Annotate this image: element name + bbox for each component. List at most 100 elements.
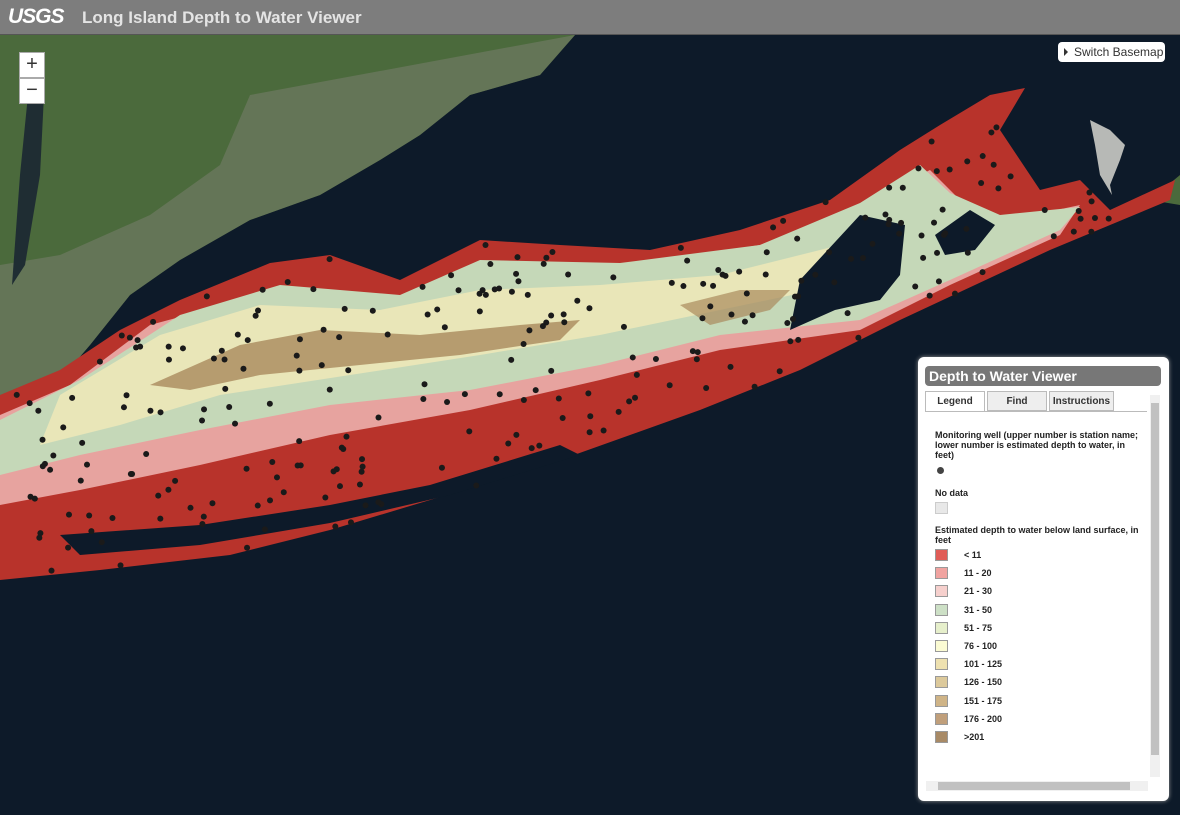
- well[interactable]: [200, 513, 207, 520]
- well[interactable]: [666, 382, 673, 389]
- well[interactable]: [419, 283, 426, 290]
- well[interactable]: [86, 512, 93, 519]
- well[interactable]: [780, 217, 787, 224]
- well[interactable]: [261, 526, 268, 533]
- well[interactable]: [356, 481, 363, 488]
- well[interactable]: [931, 219, 938, 226]
- well[interactable]: [117, 562, 124, 569]
- well[interactable]: [1088, 198, 1095, 205]
- well[interactable]: [831, 279, 838, 286]
- well[interactable]: [587, 413, 594, 420]
- well[interactable]: [273, 474, 280, 481]
- well[interactable]: [496, 391, 503, 398]
- well[interactable]: [795, 336, 802, 343]
- well[interactable]: [199, 417, 206, 424]
- well[interactable]: [939, 206, 946, 213]
- well[interactable]: [951, 290, 958, 297]
- well[interactable]: [942, 230, 949, 237]
- v-scrollbar[interactable]: [1150, 395, 1160, 777]
- well[interactable]: [226, 404, 233, 411]
- well[interactable]: [296, 336, 303, 343]
- well[interactable]: [1086, 189, 1093, 196]
- well[interactable]: [549, 248, 556, 255]
- well[interactable]: [1050, 233, 1057, 240]
- well[interactable]: [528, 445, 535, 452]
- zoom-out[interactable]: −: [19, 78, 45, 104]
- well[interactable]: [610, 274, 617, 281]
- well[interactable]: [326, 386, 333, 393]
- well[interactable]: [629, 354, 636, 361]
- well[interactable]: [347, 519, 354, 526]
- well[interactable]: [988, 129, 995, 136]
- well[interactable]: [441, 324, 448, 331]
- well[interactable]: [179, 345, 186, 352]
- well[interactable]: [770, 224, 777, 231]
- well[interactable]: [561, 319, 568, 326]
- well[interactable]: [333, 466, 340, 473]
- well[interactable]: [677, 244, 684, 251]
- well[interactable]: [946, 166, 953, 173]
- well[interactable]: [165, 486, 172, 493]
- well[interactable]: [88, 528, 95, 535]
- well[interactable]: [979, 269, 986, 276]
- well[interactable]: [928, 138, 935, 145]
- well[interactable]: [65, 511, 72, 518]
- well[interactable]: [728, 311, 735, 318]
- well[interactable]: [762, 271, 769, 278]
- well[interactable]: [912, 283, 919, 290]
- well[interactable]: [539, 323, 546, 330]
- well[interactable]: [222, 385, 229, 392]
- well[interactable]: [318, 362, 325, 369]
- well[interactable]: [978, 179, 985, 186]
- well[interactable]: [336, 483, 343, 490]
- well[interactable]: [633, 371, 640, 378]
- well[interactable]: [513, 270, 520, 277]
- well[interactable]: [476, 308, 483, 315]
- well[interactable]: [134, 337, 141, 344]
- well[interactable]: [254, 502, 261, 509]
- well[interactable]: [791, 293, 798, 300]
- well[interactable]: [203, 293, 210, 300]
- well[interactable]: [13, 391, 20, 398]
- well[interactable]: [26, 400, 33, 407]
- well[interactable]: [532, 387, 539, 394]
- well[interactable]: [461, 391, 468, 398]
- well[interactable]: [776, 368, 783, 375]
- well[interactable]: [320, 326, 327, 333]
- well[interactable]: [77, 477, 84, 484]
- well[interactable]: [444, 398, 451, 405]
- well[interactable]: [993, 124, 1000, 131]
- well[interactable]: [218, 347, 225, 354]
- well[interactable]: [255, 307, 262, 314]
- well[interactable]: [898, 219, 905, 226]
- well[interactable]: [693, 356, 700, 363]
- well[interactable]: [700, 280, 707, 287]
- well[interactable]: [520, 341, 527, 348]
- well[interactable]: [210, 355, 217, 362]
- well[interactable]: [133, 344, 140, 351]
- well[interactable]: [508, 288, 515, 295]
- well[interactable]: [343, 433, 350, 440]
- well[interactable]: [899, 184, 906, 191]
- well[interactable]: [920, 254, 927, 261]
- well[interactable]: [615, 408, 622, 415]
- well[interactable]: [574, 297, 581, 304]
- well[interactable]: [918, 232, 925, 239]
- well[interactable]: [362, 502, 369, 509]
- well[interactable]: [165, 343, 172, 350]
- well[interactable]: [35, 407, 42, 414]
- well[interactable]: [157, 515, 164, 522]
- well[interactable]: [505, 440, 512, 447]
- well[interactable]: [96, 358, 103, 365]
- well[interactable]: [869, 240, 876, 247]
- well[interactable]: [79, 439, 86, 446]
- well[interactable]: [434, 306, 441, 313]
- well[interactable]: [466, 428, 473, 435]
- well[interactable]: [990, 161, 997, 168]
- well[interactable]: [424, 311, 431, 318]
- well[interactable]: [48, 567, 55, 574]
- well[interactable]: [736, 268, 743, 275]
- well[interactable]: [473, 482, 480, 489]
- well[interactable]: [710, 282, 717, 289]
- well[interactable]: [812, 271, 819, 278]
